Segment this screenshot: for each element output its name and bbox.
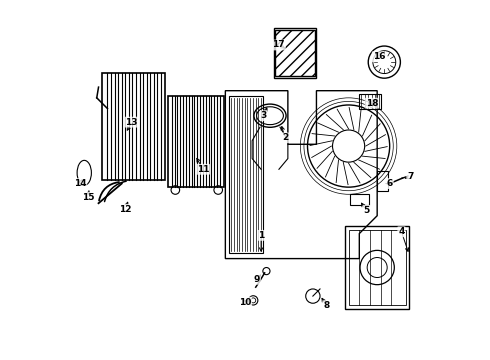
Bar (275, 30, 315, 76)
Text: 12: 12 (119, 205, 132, 214)
Bar (273, 28, 317, 78)
Text: 16: 16 (373, 52, 385, 61)
Text: 7: 7 (407, 172, 414, 181)
Bar (348, 230, 406, 305)
Text: 10: 10 (239, 298, 251, 307)
Text: 17: 17 (272, 40, 285, 49)
Text: 13: 13 (125, 118, 138, 127)
Text: 15: 15 (81, 193, 94, 202)
Bar (102, 73, 165, 180)
Text: 6: 6 (387, 179, 393, 188)
Bar (377, 171, 388, 191)
Text: 4: 4 (398, 227, 405, 236)
Bar (359, 94, 381, 109)
Bar (350, 194, 369, 205)
Text: 11: 11 (196, 165, 209, 174)
Text: 14: 14 (74, 179, 86, 188)
Text: 8: 8 (323, 301, 330, 310)
Text: 18: 18 (366, 99, 378, 108)
Text: 9: 9 (254, 275, 260, 284)
Text: 1: 1 (258, 231, 264, 240)
Bar (229, 96, 263, 253)
Bar (168, 96, 223, 187)
Text: 3: 3 (261, 111, 267, 120)
Text: 5: 5 (363, 206, 369, 215)
Text: 2: 2 (282, 133, 288, 142)
